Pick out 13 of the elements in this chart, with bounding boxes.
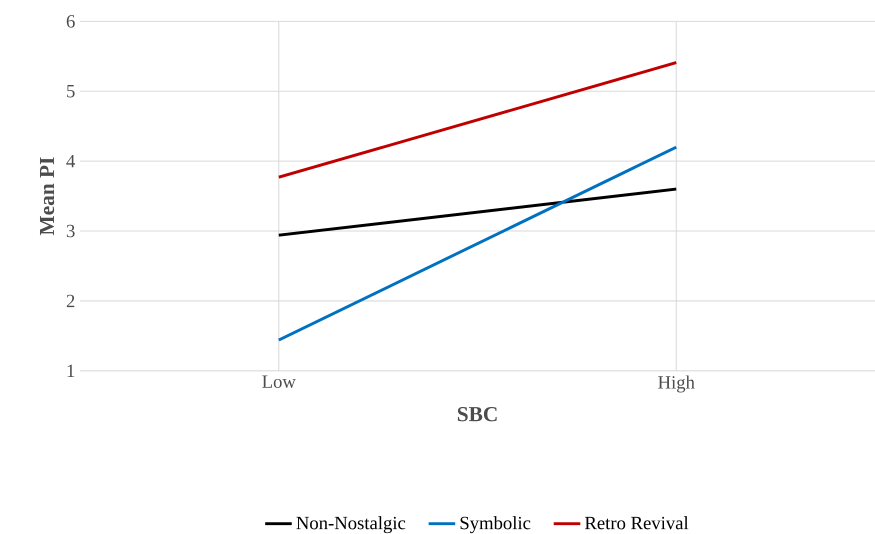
y-axis-title: Mean PI [40, 158, 54, 236]
y-tick-label: 4 [66, 155, 76, 168]
x-tick-label: Low [262, 376, 296, 388]
legend-label: Retro Revival [584, 516, 688, 530]
legend-label: Non-Nostalgic [296, 516, 406, 534]
y-tick-label: 2 [66, 294, 74, 308]
x-tick-label: High [658, 376, 695, 393]
y-tick-label: 1 [68, 364, 74, 378]
x-axis-title: SBC [458, 407, 497, 422]
y-tick-label: 6 [66, 15, 75, 28]
y-tick-label: 5 [67, 85, 75, 98]
y-tick-label: 3 [66, 224, 75, 238]
legend-label: Symbolic [460, 516, 530, 534]
